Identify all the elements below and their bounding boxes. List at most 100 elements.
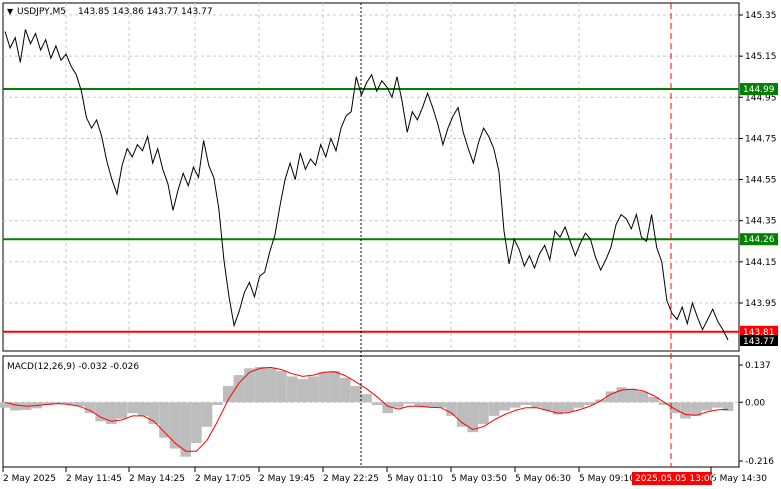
support-level-tag-label: 144.26 bbox=[743, 235, 775, 245]
time-label: 5 May 06:30 bbox=[515, 474, 571, 484]
macd-histogram-bar bbox=[169, 402, 181, 449]
current-price-tag bbox=[740, 335, 778, 347]
macd-histogram-bar bbox=[286, 376, 298, 403]
macd-histogram-bar bbox=[265, 367, 277, 403]
resistance-level-tag bbox=[740, 83, 778, 96]
macd-signal-line bbox=[4, 366, 729, 452]
macd-histogram-bar bbox=[616, 387, 627, 403]
macd-histogram-bar bbox=[95, 402, 106, 422]
macd-histogram-bar bbox=[680, 402, 691, 419]
macd-histogram-bar bbox=[276, 371, 287, 403]
macd-histogram-bar bbox=[361, 394, 372, 403]
macd-tick-label: 0.00 bbox=[745, 398, 765, 408]
macd-histogram-bar bbox=[414, 402, 425, 407]
price-tick-label: 144.15 bbox=[745, 258, 777, 268]
macd-histogram-bar bbox=[658, 402, 670, 405]
time-label: 5 May 01:10 bbox=[387, 474, 443, 484]
macd-histogram-bar bbox=[223, 385, 234, 403]
macd-histogram-bar bbox=[329, 371, 340, 403]
macd-histogram-bar bbox=[74, 402, 85, 407]
time-axis[interactable]: 2 May 2025 2 May 11:45 2 May 14:25 2 May 17… bbox=[2, 467, 767, 485]
macd-histogram-bar bbox=[456, 402, 468, 427]
macd-histogram-bar bbox=[488, 402, 500, 416]
macd-histogram-bar bbox=[212, 402, 223, 405]
macd-histogram-bar bbox=[297, 379, 308, 403]
macd-histogram-bar bbox=[627, 388, 638, 403]
macd-histogram-bar bbox=[573, 402, 585, 408]
macd-histogram-bar bbox=[499, 402, 510, 411]
macd-histogram bbox=[0, 366, 734, 457]
macd-histogram-bar bbox=[403, 402, 415, 404]
price-tick-label: 144.75 bbox=[745, 134, 777, 144]
macd-histogram-bar bbox=[180, 402, 191, 457]
price-pane[interactable] bbox=[2, 2, 740, 352]
macd-label: MACD(12,26,9) -0.032 -0.026 bbox=[7, 362, 139, 372]
macd-histogram-bar bbox=[552, 402, 564, 415]
macd-histogram-bar bbox=[84, 402, 96, 414]
macd-axis[interactable]: 0.137 0.00 -0.216 bbox=[739, 361, 774, 467]
price-grid bbox=[3, 14, 739, 304]
macd-histogram-bar bbox=[106, 402, 117, 425]
macd-histogram-bar bbox=[148, 402, 160, 425]
price-tick-label: 144.35 bbox=[745, 217, 777, 227]
price-line bbox=[4, 29, 729, 341]
macd-histogram-bar bbox=[244, 368, 255, 403]
macd-histogram-bar bbox=[531, 402, 542, 408]
macd-histogram-bar bbox=[425, 402, 436, 408]
macd-histogram-bar bbox=[339, 377, 351, 403]
header-arrow[interactable]: ▼ bbox=[7, 7, 14, 16]
price-axis[interactable]: 145.35 145.15 144.95 144.75 144.55 144.35 144.… bbox=[739, 11, 777, 309]
macd-histogram-bar bbox=[371, 402, 383, 405]
macd-histogram-bar bbox=[541, 402, 553, 411]
macd-histogram-bar bbox=[42, 402, 53, 405]
macd-histogram-bar bbox=[254, 366, 266, 403]
macd-histogram-bar bbox=[690, 402, 702, 416]
macd-histogram-bar bbox=[467, 402, 479, 433]
macd-histogram-bar bbox=[382, 402, 393, 414]
macd-histogram-bar bbox=[584, 402, 596, 405]
price-tick-label: 144.95 bbox=[745, 93, 777, 103]
macd-histogram-bar bbox=[127, 402, 138, 414]
macd-histogram-bar bbox=[0, 402, 11, 408]
macd-histogram-bar bbox=[712, 402, 723, 408]
macd-histogram-bar bbox=[350, 385, 362, 403]
macd-histogram-bar bbox=[648, 396, 659, 403]
macd-histogram-bar bbox=[435, 402, 447, 408]
time-label: 2 May 17:05 bbox=[195, 474, 251, 484]
price-tick-label: 144.55 bbox=[745, 176, 777, 186]
macd-histogram-bar bbox=[701, 402, 712, 411]
macd-histogram-bar bbox=[233, 375, 245, 403]
price-tick-label: 143.95 bbox=[745, 299, 777, 309]
current-price-label: 143.77 bbox=[743, 337, 775, 347]
time-label: 2 May 11:45 bbox=[66, 474, 122, 484]
macd-histogram-bar bbox=[159, 402, 170, 438]
time-label: 2 May 19:45 bbox=[259, 474, 315, 484]
time-label: 2 May 2025 bbox=[3, 474, 56, 484]
time-label: 5 May 14:30 bbox=[711, 474, 767, 484]
macd-histogram-bar bbox=[478, 402, 489, 425]
price-tick-label: 145.35 bbox=[745, 11, 777, 21]
macd-histogram-bar bbox=[191, 402, 202, 444]
support-level-tag bbox=[740, 233, 778, 246]
macd-histogram-bar bbox=[510, 402, 521, 408]
symbol-label: USDJPY,M5 bbox=[17, 7, 66, 17]
macd-histogram-bar bbox=[201, 402, 213, 427]
time-label: 5 May 09:10 bbox=[579, 474, 635, 484]
macd-histogram-bar bbox=[63, 402, 75, 405]
macd-histogram-bar bbox=[446, 402, 457, 416]
macd-histogram-bar bbox=[52, 402, 64, 404]
macd-tick-label: 0.137 bbox=[745, 361, 771, 371]
macd-histogram-bar bbox=[137, 402, 149, 416]
ohlc-values: 143.85 143.86 143.77 143.77 bbox=[78, 7, 213, 17]
macd-histogram-bar bbox=[10, 402, 21, 411]
price-tick-label: 145.15 bbox=[745, 52, 777, 62]
macd-histogram-bar bbox=[637, 391, 649, 403]
resistance-level-tag-label: 144.99 bbox=[743, 85, 775, 95]
macd-histogram-bar bbox=[393, 402, 404, 408]
macd-histogram-bar bbox=[722, 402, 734, 411]
macd-histogram-bar bbox=[563, 402, 574, 412]
time-label: 5 May 03:50 bbox=[451, 474, 507, 484]
macd-histogram-bar bbox=[520, 402, 532, 405]
